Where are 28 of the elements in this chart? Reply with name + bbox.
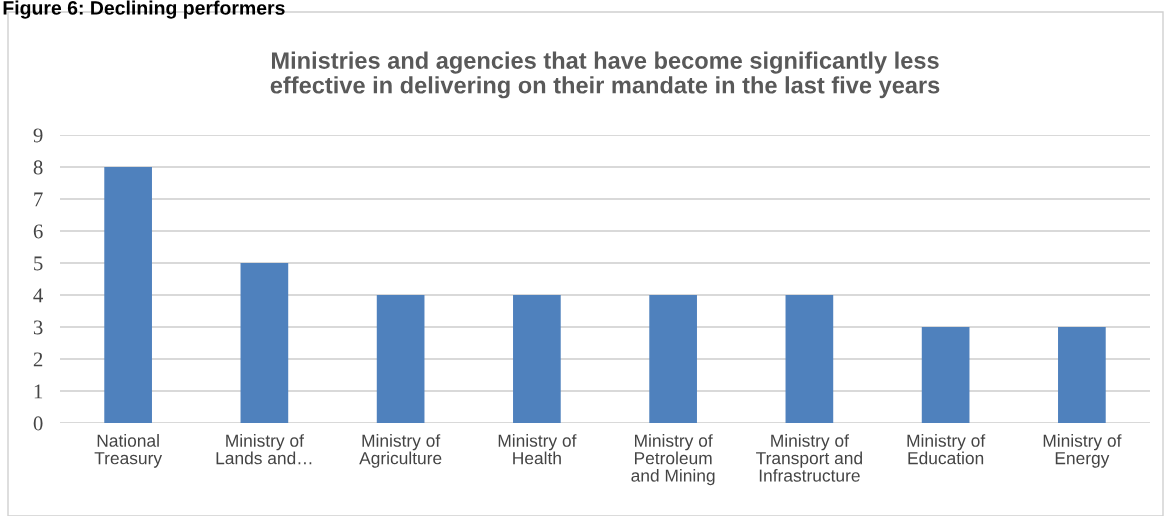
bar <box>1058 327 1106 423</box>
y-tick-label: 7 <box>34 192 43 207</box>
y-tick-label: 5 <box>34 256 43 271</box>
y-tick-label: 9 <box>33 128 43 143</box>
y-tick-label: 0 <box>33 416 43 431</box>
y-tick-label: 4 <box>33 288 44 303</box>
x-tick-label: Ministry of Health <box>498 434 577 465</box>
bar <box>240 263 289 423</box>
x-tick-label: Ministry of Education <box>907 434 986 465</box>
chart-title: Ministries and agencies that have become significantly less effective in delivering on their mandate in the last five years <box>270 51 940 99</box>
y-tick-label: 3 <box>33 320 43 335</box>
x-tick-label: Ministry of Lands and… <box>216 434 312 465</box>
x-tick-label: Ministry of Energy <box>1043 434 1122 468</box>
y-tick-label: 6 <box>33 224 43 239</box>
caption: Figure 6: Declining performers <box>3 0 285 19</box>
x-tick-label: Ministry of Agriculture <box>359 434 442 468</box>
x-tick-label: Ministry of Transport and Infrastructure <box>756 434 862 482</box>
y-tick-label: 1 <box>34 384 43 399</box>
bar <box>104 167 152 423</box>
x-tick-label: National Treasury <box>94 434 163 468</box>
bar <box>921 327 970 423</box>
y-tick-label: 2 <box>33 352 43 367</box>
x-tick-label: Ministry of Petroleum and Mining <box>631 434 715 486</box>
bar <box>513 295 561 423</box>
bar <box>785 295 834 423</box>
bar <box>649 295 697 423</box>
bar <box>376 295 425 423</box>
y-tick-label: 8 <box>33 160 43 175</box>
